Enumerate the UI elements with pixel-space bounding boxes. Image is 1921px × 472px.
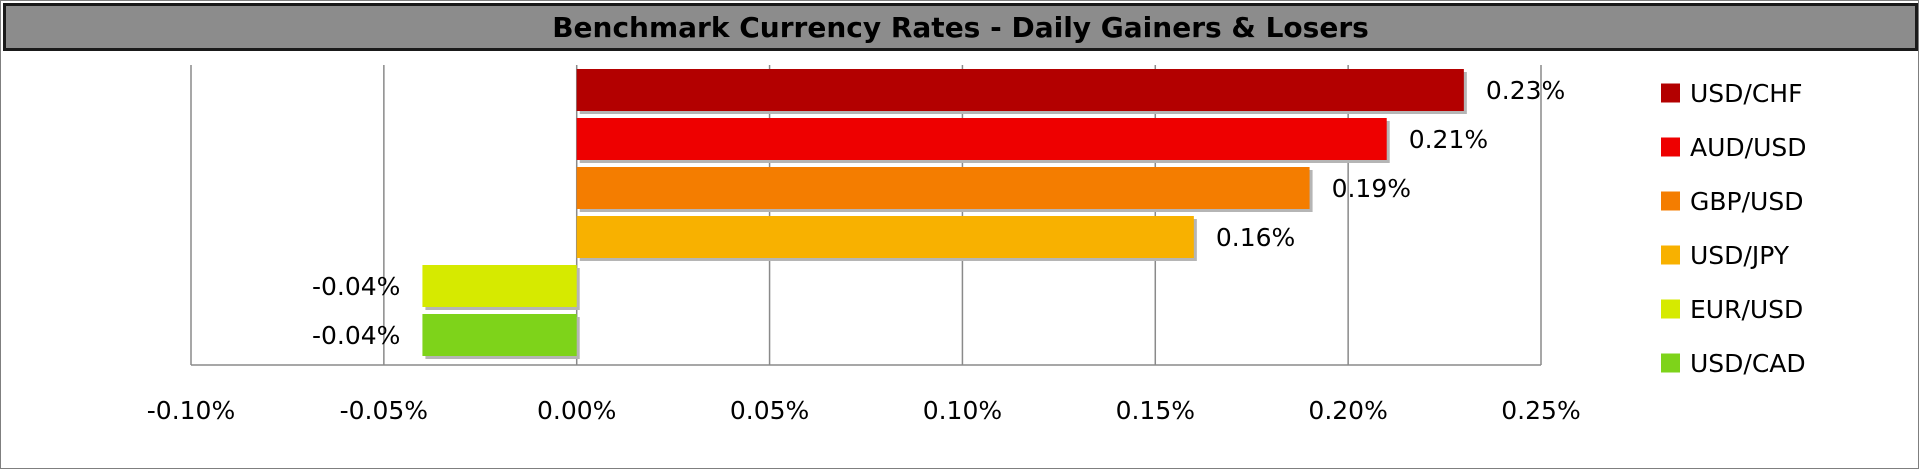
chart-title-bar: Benchmark Currency Rates - Daily Gainers… [3, 3, 1918, 51]
bar-eur-usd [422, 265, 577, 307]
x-tick-label: 0.00% [537, 396, 616, 425]
data-label: 0.23% [1486, 76, 1565, 105]
data-label: 0.21% [1409, 125, 1488, 154]
legend-label: GBP/USD [1690, 187, 1803, 216]
legend-label: USD/CHF [1690, 79, 1802, 108]
legend-swatch [1661, 83, 1680, 103]
legend-label: USD/CAD [1690, 349, 1806, 378]
x-tick-label: 0.25% [1501, 396, 1580, 425]
legend-label: AUD/USD [1690, 133, 1807, 162]
legend-swatch [1661, 353, 1680, 373]
bar-usd-jpy [576, 216, 1194, 258]
x-tick-label: 0.05% [730, 396, 809, 425]
bar-usd-chf [576, 69, 1464, 111]
chart-title: Benchmark Currency Rates - Daily Gainers… [552, 10, 1369, 44]
x-tick-label: -0.05% [340, 396, 428, 425]
data-label: 0.19% [1332, 174, 1411, 203]
data-label: 0.16% [1216, 223, 1295, 252]
data-label: -0.04% [312, 321, 400, 350]
legend-swatch [1661, 191, 1680, 211]
legend-label: EUR/USD [1690, 295, 1803, 324]
x-tick-label: -0.10% [147, 396, 235, 425]
legend-swatch [1661, 299, 1680, 319]
legend-swatch [1661, 137, 1680, 157]
data-label: -0.04% [312, 272, 400, 301]
bar-aud-usd [576, 118, 1387, 160]
x-tick-label: 0.10% [923, 396, 1002, 425]
bar-usd-cad [422, 314, 577, 356]
legend-swatch [1661, 245, 1680, 265]
legend-label: USD/JPY [1690, 241, 1790, 270]
x-tick-label: 0.15% [1116, 396, 1195, 425]
bar-gbp-usd [576, 167, 1310, 209]
x-tick-label: 0.20% [1308, 396, 1387, 425]
